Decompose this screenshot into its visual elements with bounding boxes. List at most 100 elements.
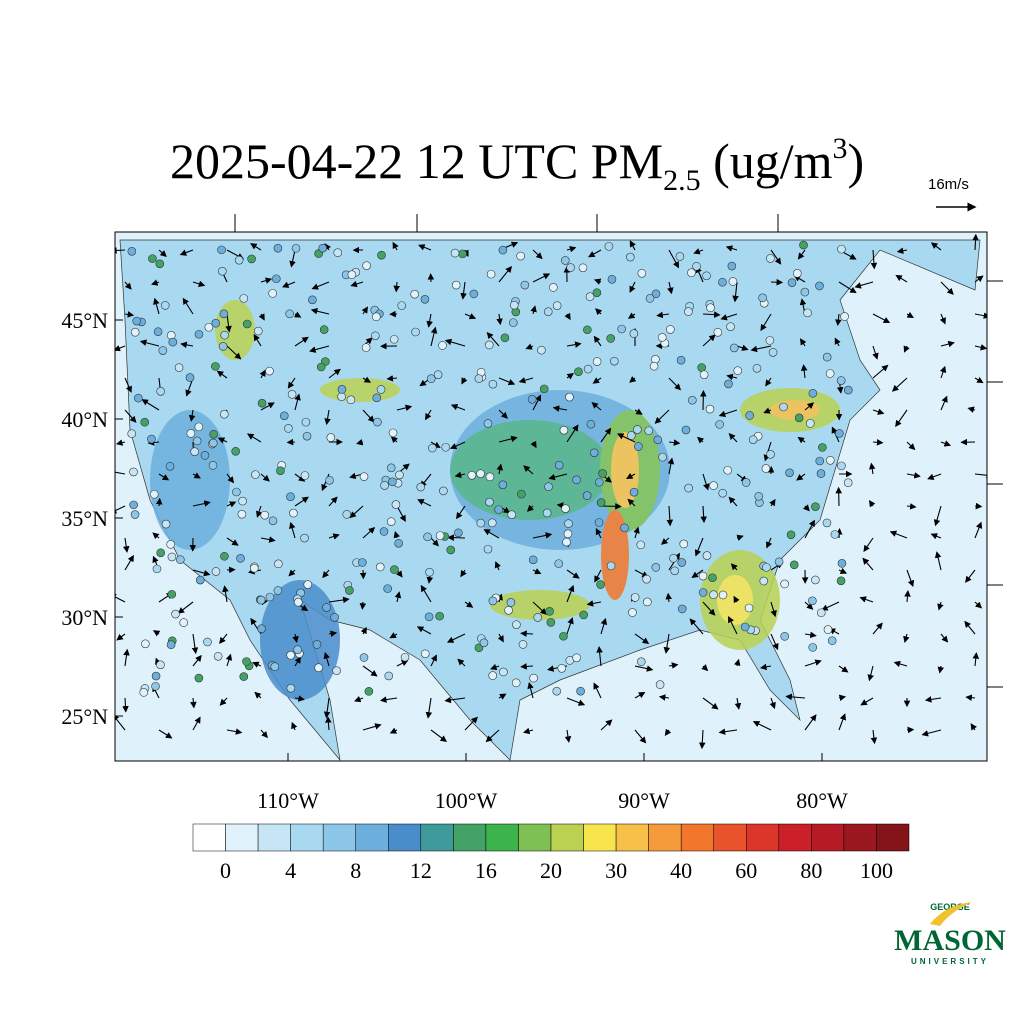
station [375, 562, 385, 572]
station [512, 620, 521, 629]
station [744, 603, 754, 613]
station [391, 500, 401, 509]
wind-arrow [294, 311, 302, 318]
station [539, 384, 549, 394]
wind-arrow [940, 340, 955, 348]
wind-arrow [854, 281, 874, 289]
colorbar-label: 80 [800, 858, 822, 883]
station [718, 590, 728, 600]
wind-arrow [260, 536, 276, 543]
wind-arrow [115, 471, 126, 475]
wind-arrow [835, 313, 842, 327]
station [151, 671, 161, 681]
colorbar-box [746, 823, 780, 852]
station [761, 464, 771, 473]
station [361, 343, 371, 352]
station [383, 584, 392, 593]
wind-arrow [532, 568, 542, 575]
colorbar-box [778, 823, 812, 852]
map [115, 232, 987, 761]
station [127, 429, 137, 438]
station [709, 590, 718, 600]
wind-arrow [654, 409, 670, 424]
wind-arrow [291, 721, 298, 731]
station [518, 640, 528, 649]
station [433, 370, 443, 379]
station [195, 575, 205, 585]
station [265, 592, 275, 602]
wind-arrow [697, 436, 705, 444]
station [843, 478, 853, 487]
station [666, 325, 675, 334]
station [257, 624, 266, 633]
wind-arrow [600, 617, 608, 635]
wind-arrow [191, 633, 199, 655]
station [844, 385, 853, 395]
station [362, 261, 371, 270]
station [176, 555, 185, 564]
wind-arrow [192, 569, 211, 577]
wind-arrow [532, 273, 551, 283]
station [219, 309, 229, 319]
wind-arrow [804, 519, 815, 539]
wind-arrow [906, 472, 921, 479]
station [253, 326, 263, 336]
wind-arrow [151, 279, 160, 286]
colorbar-box [322, 823, 356, 852]
wind-arrow [906, 569, 915, 588]
station [474, 374, 484, 383]
station [815, 281, 824, 291]
station [301, 417, 311, 427]
station [687, 268, 696, 278]
wind-arrow [895, 409, 908, 428]
station [337, 392, 346, 401]
station [238, 496, 247, 506]
wind-arrow [324, 243, 331, 251]
station [446, 545, 456, 555]
station [677, 604, 687, 614]
wind-arrow [430, 537, 439, 547]
station [218, 342, 228, 351]
wind-arrow [483, 529, 500, 539]
station [724, 379, 733, 389]
wind-arrow [532, 532, 553, 539]
wind-arrow [260, 473, 270, 482]
wind-arrow [449, 441, 466, 450]
colorbar-box [388, 823, 422, 852]
station [302, 431, 312, 441]
station [583, 364, 593, 374]
station [766, 450, 775, 459]
station [303, 580, 313, 589]
lon-label: 100°W [435, 788, 498, 813]
station [358, 558, 367, 567]
wind-arrow [702, 334, 716, 347]
title-unit: (ug/m [701, 133, 833, 189]
station [688, 395, 697, 405]
wind-arrow [940, 633, 949, 643]
station [484, 340, 494, 350]
wind-arrow [525, 343, 534, 350]
station [780, 579, 789, 589]
wind-arrow [593, 335, 602, 347]
station [194, 422, 204, 432]
station [494, 505, 503, 514]
station [705, 404, 715, 414]
station [268, 289, 277, 298]
station [268, 516, 278, 526]
station [811, 502, 820, 511]
wind-arrow [600, 719, 613, 731]
station [634, 442, 643, 451]
station [822, 518, 832, 528]
wind-arrow [520, 630, 534, 637]
station [380, 481, 389, 490]
station [438, 341, 447, 350]
station [592, 357, 602, 366]
wind-arrow [593, 682, 602, 699]
station [251, 470, 260, 479]
wind-arrow [116, 633, 126, 641]
station [566, 263, 575, 272]
wind-arrow [617, 433, 636, 443]
wind-arrow [906, 441, 916, 451]
wind-arrow [834, 337, 841, 347]
station [808, 643, 818, 652]
